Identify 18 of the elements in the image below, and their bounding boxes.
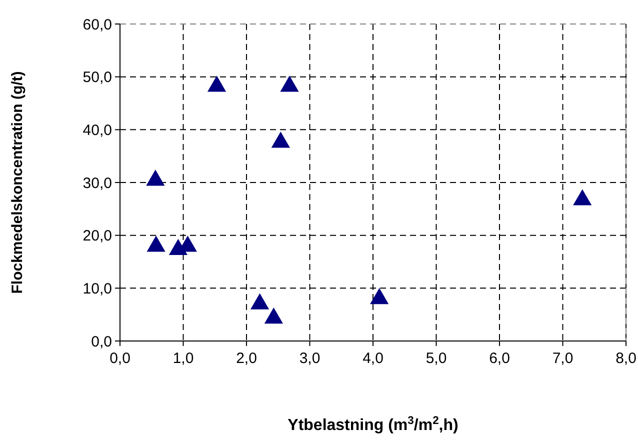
y-tick-label: 20,0 bbox=[82, 228, 112, 245]
y-tick-label: 60,0 bbox=[82, 16, 112, 34]
x-tick-label: 8,0 bbox=[616, 350, 636, 367]
y-tick-label: 10,0 bbox=[82, 280, 112, 298]
y-tick-label: 30,0 bbox=[82, 174, 112, 192]
x-tick-label: 2,0 bbox=[236, 350, 257, 367]
x-tick-label: 5,0 bbox=[426, 350, 447, 367]
x-tick-label: 1,0 bbox=[172, 350, 194, 367]
x-tick-label: 4,0 bbox=[362, 350, 384, 367]
x-axis-title: Ytbelastning (m$^{3}$/m$^{2}$,h) bbox=[288, 415, 458, 434]
y-axis-title: Flockmedelskoncentration (g/t) bbox=[9, 71, 26, 294]
y-tick-label: 0,0 bbox=[91, 333, 112, 350]
y-tick-label: 50,0 bbox=[82, 69, 112, 86]
y-tick-label: 40,0 bbox=[82, 122, 112, 139]
x-tick-label: 0,0 bbox=[110, 350, 130, 367]
x-tick-label: 3,0 bbox=[299, 350, 320, 367]
x-tick-label: 6,0 bbox=[489, 350, 510, 367]
x-tick-label: 7,0 bbox=[552, 350, 574, 367]
